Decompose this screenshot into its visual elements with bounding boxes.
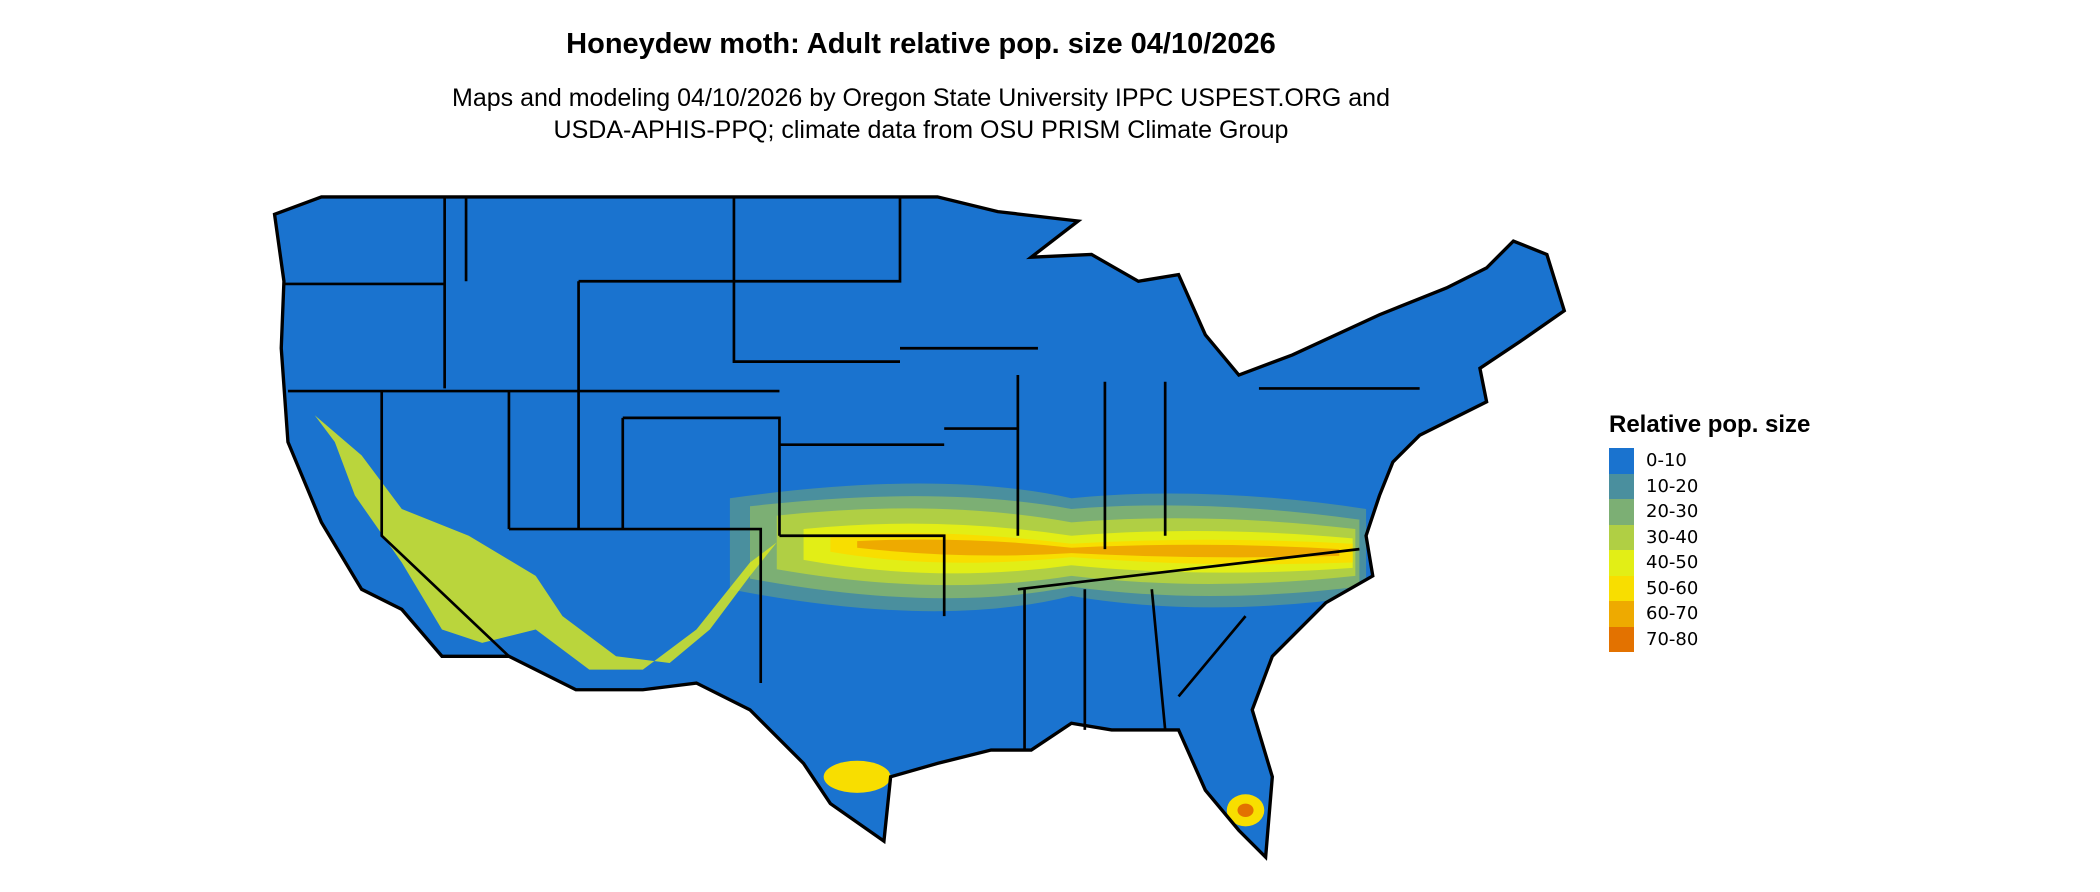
zone-60-70 (857, 539, 1340, 558)
legend-item: 20-30 (1609, 499, 1698, 525)
legend-item: 60-70 (1609, 601, 1698, 627)
legend-label: 20-30 (1646, 501, 1699, 523)
legend: 0-10 10-20 20-30 30-40 40-50 50-60 60-70 70-80 (1609, 448, 1698, 652)
legend-swatch (1609, 499, 1634, 525)
legend-swatch (1609, 473, 1634, 499)
legend-title: Relative pop. size (1609, 411, 1811, 438)
legend-swatch (1609, 550, 1634, 576)
legend-item: 30-40 (1609, 524, 1699, 550)
legend-swatch (1609, 626, 1634, 652)
legend-swatch (1609, 575, 1634, 601)
state-borders (283, 196, 1420, 751)
legend-swatch (1609, 601, 1634, 627)
zone-southwest (314, 415, 777, 670)
legend-label: 70-80 (1646, 628, 1699, 650)
legend-swatch (1609, 448, 1634, 474)
map-subtitle-line-1: Maps and modeling 04/10/2026 by Oregon S… (452, 84, 1390, 112)
legend-item: 40-50 (1609, 550, 1698, 576)
legend-item: 70-80 (1609, 626, 1699, 652)
legend-label: 30-40 (1646, 526, 1699, 548)
legend-label: 10-20 (1646, 475, 1699, 497)
legend-item: 0-10 (1609, 448, 1698, 474)
zone-south-texas (823, 760, 891, 793)
legend-label: 50-60 (1646, 577, 1699, 599)
legend-item: 50-60 (1609, 575, 1699, 601)
map-subtitle-line-2: USDA-APHIS-PPQ; climate data from OSU PR… (553, 116, 1289, 144)
legend-label: 60-70 (1646, 603, 1699, 625)
legend-item: 10-20 (1609, 473, 1699, 499)
legend-label: 0-10 (1646, 450, 1687, 472)
map-title: Honeydew moth: Adult relative pop. size … (566, 28, 1276, 60)
zone-florida-hot (1237, 803, 1254, 817)
legend-swatch (1609, 524, 1634, 550)
legend-label: 40-50 (1646, 552, 1699, 574)
